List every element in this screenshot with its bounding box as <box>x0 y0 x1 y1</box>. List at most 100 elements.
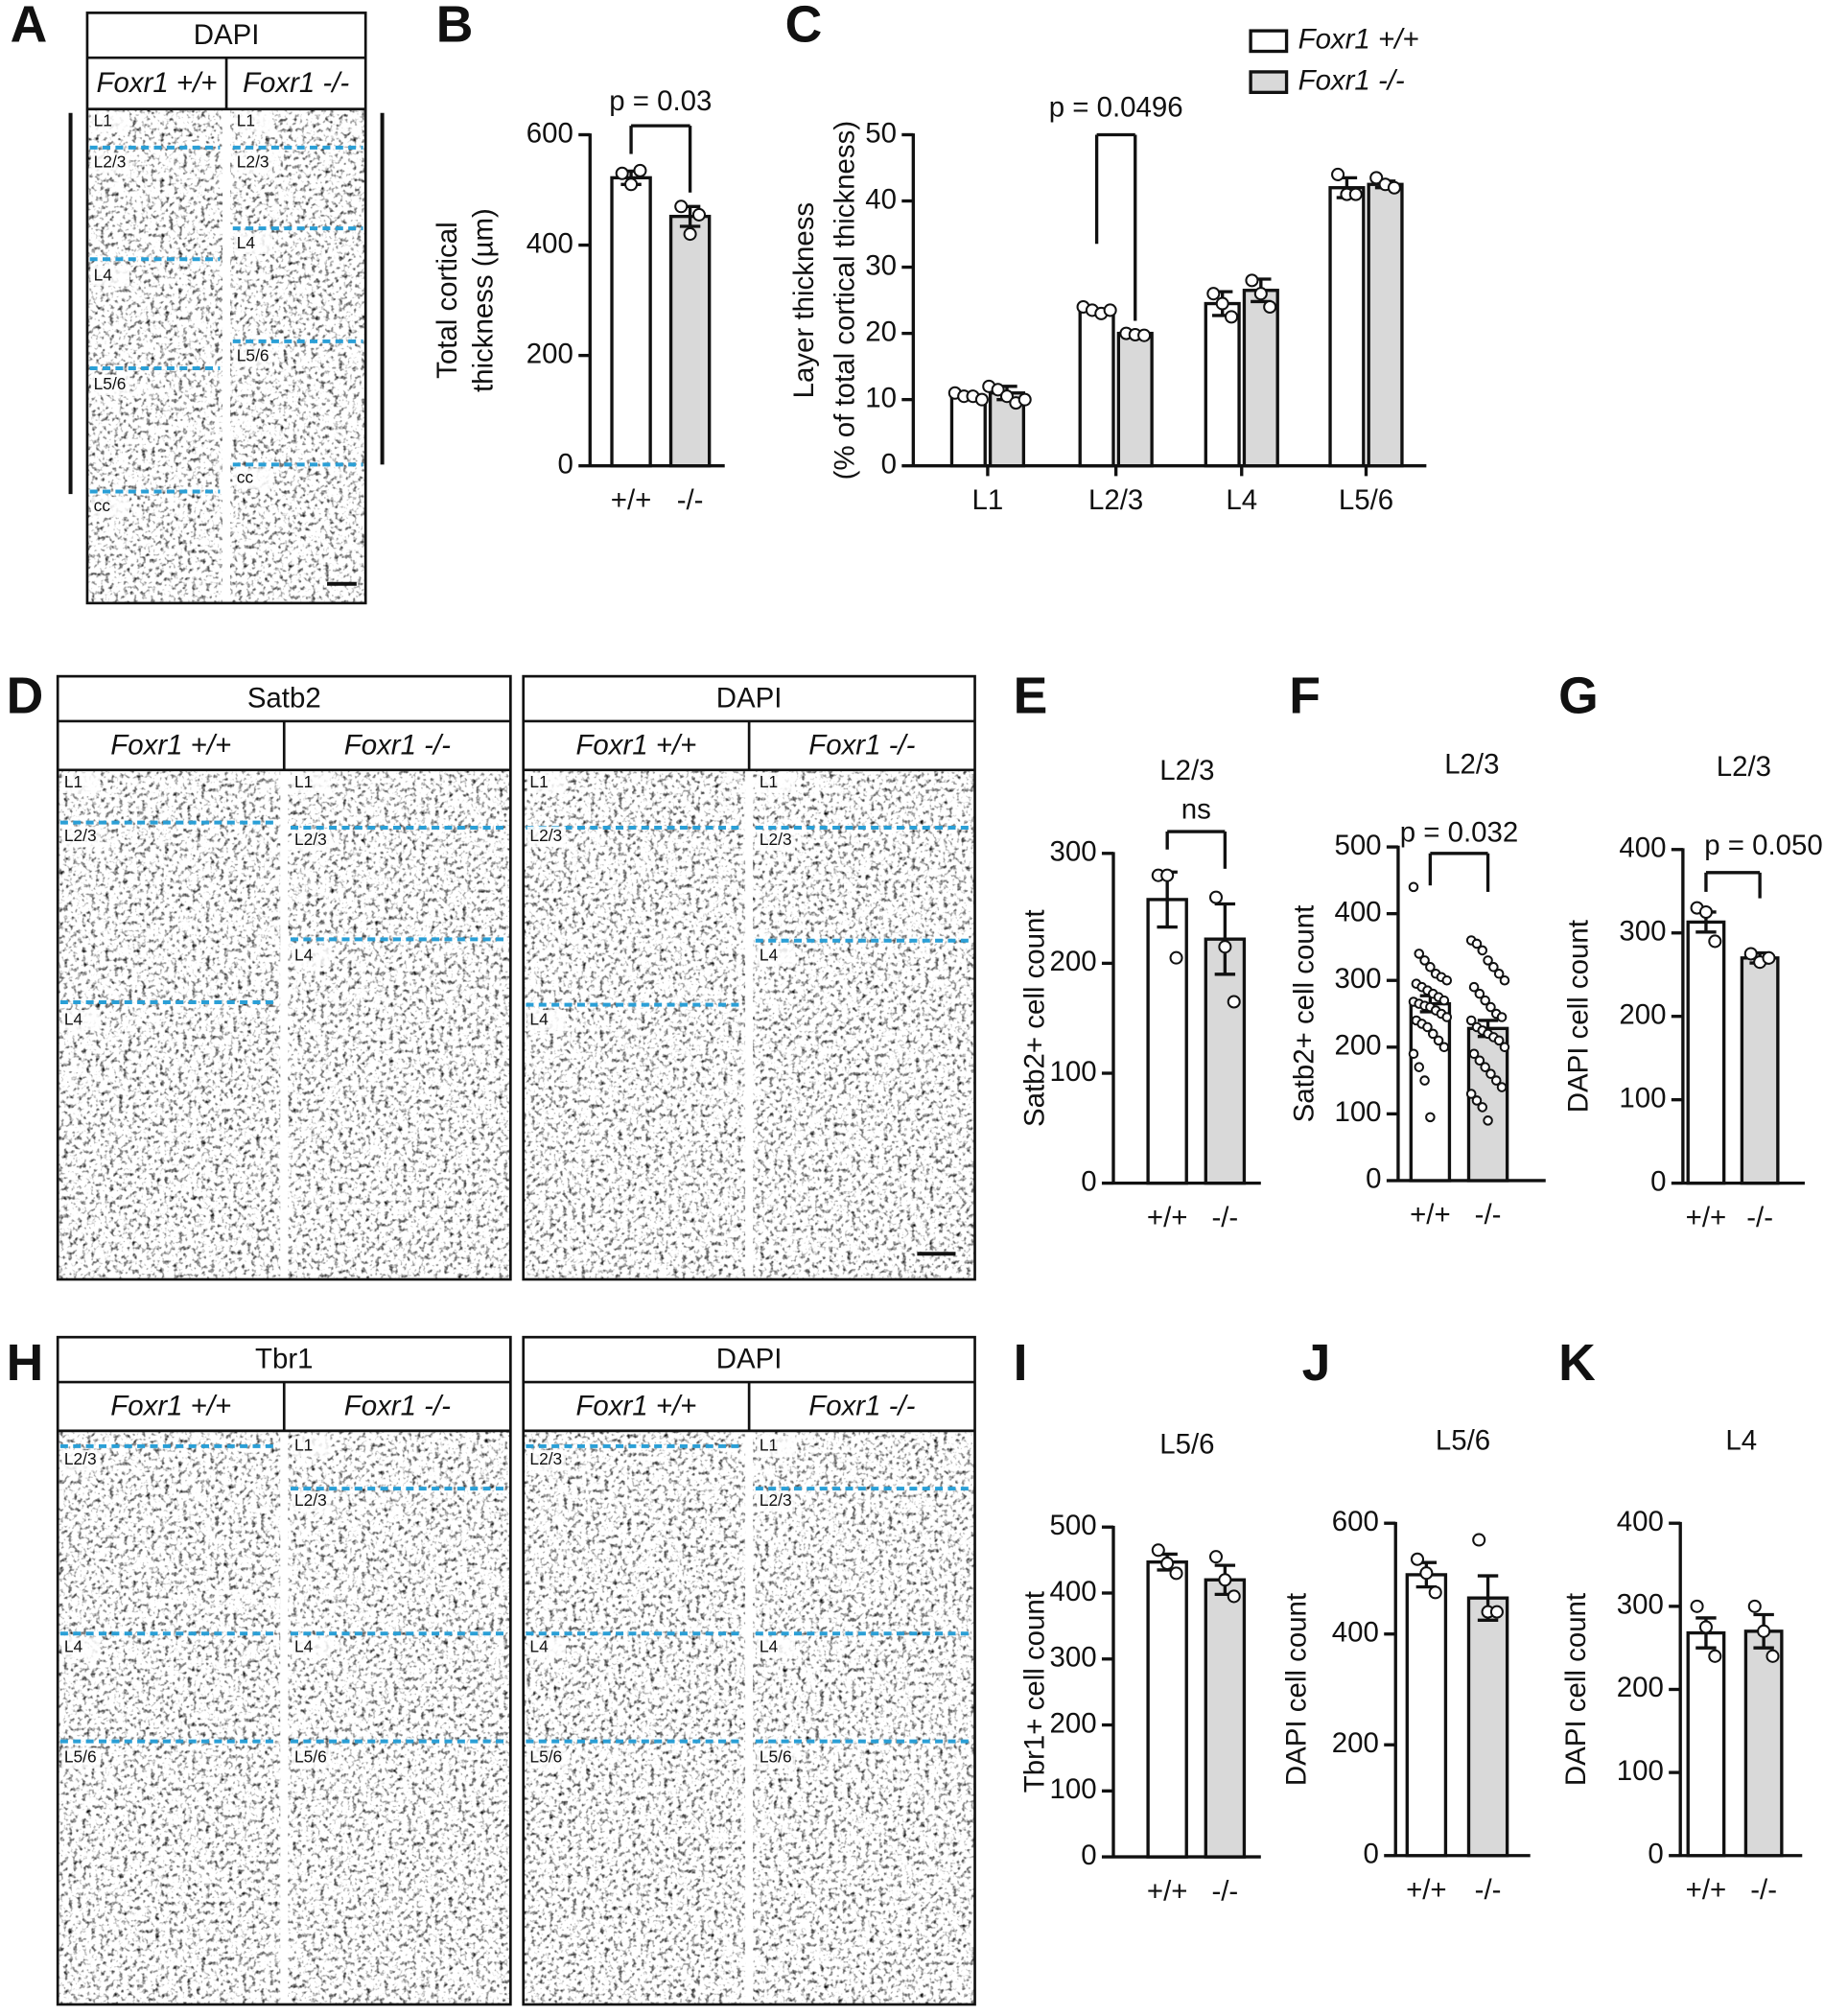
data-point <box>1499 1042 1510 1053</box>
layer-label: L4 <box>760 945 779 964</box>
data-point <box>1485 1001 1496 1013</box>
data-point <box>1348 187 1363 201</box>
layer-label-bg <box>234 111 273 132</box>
data-point <box>1438 1042 1450 1053</box>
significance-label: p = 0.0501 <box>1704 830 1824 861</box>
y-tick-label: 200 <box>1617 1672 1664 1703</box>
y-tick-label: 400 <box>1332 1616 1379 1648</box>
layer-label-bg <box>234 152 273 174</box>
bar <box>1204 937 1247 1185</box>
y-tick-label: 100 <box>1050 1773 1097 1805</box>
y-axis-label: DAPI cell count <box>1560 1593 1592 1786</box>
x-tick-label: -/- <box>1211 1202 1238 1233</box>
layer-label-bg <box>90 374 130 396</box>
panel-letter: E <box>1014 668 1048 724</box>
layer-label: L4 <box>760 1637 779 1656</box>
x-tick-label: +/+ <box>1410 1199 1451 1231</box>
data-point <box>1169 1566 1183 1581</box>
data-point <box>1103 303 1117 317</box>
layer-label: L1 <box>529 772 548 791</box>
x-tick-label: +/+ <box>611 484 652 516</box>
layer-label-bg <box>61 772 101 793</box>
significance-label: p = 0.03 <box>609 85 712 117</box>
x-tick-label: -/- <box>1475 1874 1502 1906</box>
x-tick-label: L5/6 <box>1339 484 1393 516</box>
column-header: Foxr1 +/+ <box>97 67 218 99</box>
legend-swatch <box>1249 29 1289 54</box>
layer-label: L1 <box>294 772 313 791</box>
panel-letter: C <box>785 0 823 54</box>
chart-title: L4 <box>1725 1425 1757 1457</box>
y-tick-label: 0 <box>1081 1840 1096 1871</box>
data-point <box>1433 1035 1444 1046</box>
data-point <box>1017 392 1032 407</box>
layer-label: L5/6 <box>760 1747 792 1767</box>
significance-label: p = 0.032 <box>1400 816 1519 848</box>
data-point <box>1441 974 1453 986</box>
bar <box>1146 898 1188 1185</box>
column-header: Foxr1 +/+ <box>575 729 696 761</box>
data-point <box>1708 1649 1722 1663</box>
data-point <box>1690 1599 1704 1613</box>
data-point <box>1762 950 1776 965</box>
layer-label-bg <box>234 346 273 367</box>
chart-title: L5/6 <box>1159 1429 1214 1461</box>
y-tick-label: 400 <box>1617 1506 1664 1537</box>
bar <box>1242 289 1279 468</box>
layer-label: L2/3 <box>294 1490 327 1510</box>
layer-label-bg <box>292 946 331 967</box>
data-point <box>1160 868 1175 882</box>
data-point <box>1488 962 1499 973</box>
data-point <box>1489 1605 1504 1619</box>
data-point <box>1160 1557 1175 1571</box>
column-gap <box>222 108 231 603</box>
data-point <box>674 199 689 214</box>
data-point <box>1218 940 1232 954</box>
layer-label: L4 <box>94 265 113 284</box>
bar <box>1367 182 1404 468</box>
y-tick-label: 10 <box>865 382 897 413</box>
layer-label: L1 <box>294 1436 313 1455</box>
y-tick-label: 100 <box>1619 1082 1666 1113</box>
data-point <box>1747 1599 1762 1613</box>
layer-label: cc <box>237 468 254 487</box>
bar <box>1686 1630 1726 1858</box>
y-tick-label: 400 <box>1334 896 1381 927</box>
chart-title: L5/6 <box>1436 1425 1490 1457</box>
column-header: Foxr1 -/- <box>243 67 349 99</box>
column-gap <box>280 769 289 1279</box>
y-tick-label: 600 <box>1332 1506 1379 1537</box>
y-tick-label: 0 <box>558 448 573 480</box>
bar <box>610 176 652 468</box>
layer-label-bg <box>292 772 331 793</box>
bar <box>949 394 987 468</box>
data-point <box>1485 1068 1496 1079</box>
data-point <box>1428 1585 1442 1600</box>
layer-label-bg <box>526 826 566 848</box>
layer-label-bg <box>757 1490 796 1512</box>
data-point <box>1474 1055 1485 1067</box>
layer-label-bg <box>292 830 331 852</box>
y-tick-label: 100 <box>1050 1056 1097 1088</box>
data-point <box>1414 1062 1425 1072</box>
x-tick-label: +/+ <box>1406 1874 1447 1906</box>
x-tick-label: -/- <box>1211 1875 1238 1907</box>
layer-label-bg <box>292 1747 331 1769</box>
layer-label: L2/3 <box>529 1449 562 1468</box>
bar <box>1328 186 1366 468</box>
data-point <box>1708 934 1722 949</box>
data-point <box>1408 1048 1419 1060</box>
y-tick-label: 100 <box>1334 1096 1381 1128</box>
x-tick-label: -/- <box>1750 1874 1777 1906</box>
layer-label: L4 <box>294 945 314 964</box>
layer-label-bg <box>292 1436 331 1457</box>
layer-label-bg <box>526 1449 566 1471</box>
y-tick-label: 400 <box>1619 832 1666 864</box>
data-point <box>683 227 697 242</box>
bar <box>1740 956 1780 1185</box>
x-tick-label: L4 <box>1226 484 1257 516</box>
data-point <box>1477 945 1488 956</box>
bar <box>1405 1573 1448 1858</box>
panel-letter: D <box>7 668 44 724</box>
layer-label: L5/6 <box>64 1747 97 1767</box>
